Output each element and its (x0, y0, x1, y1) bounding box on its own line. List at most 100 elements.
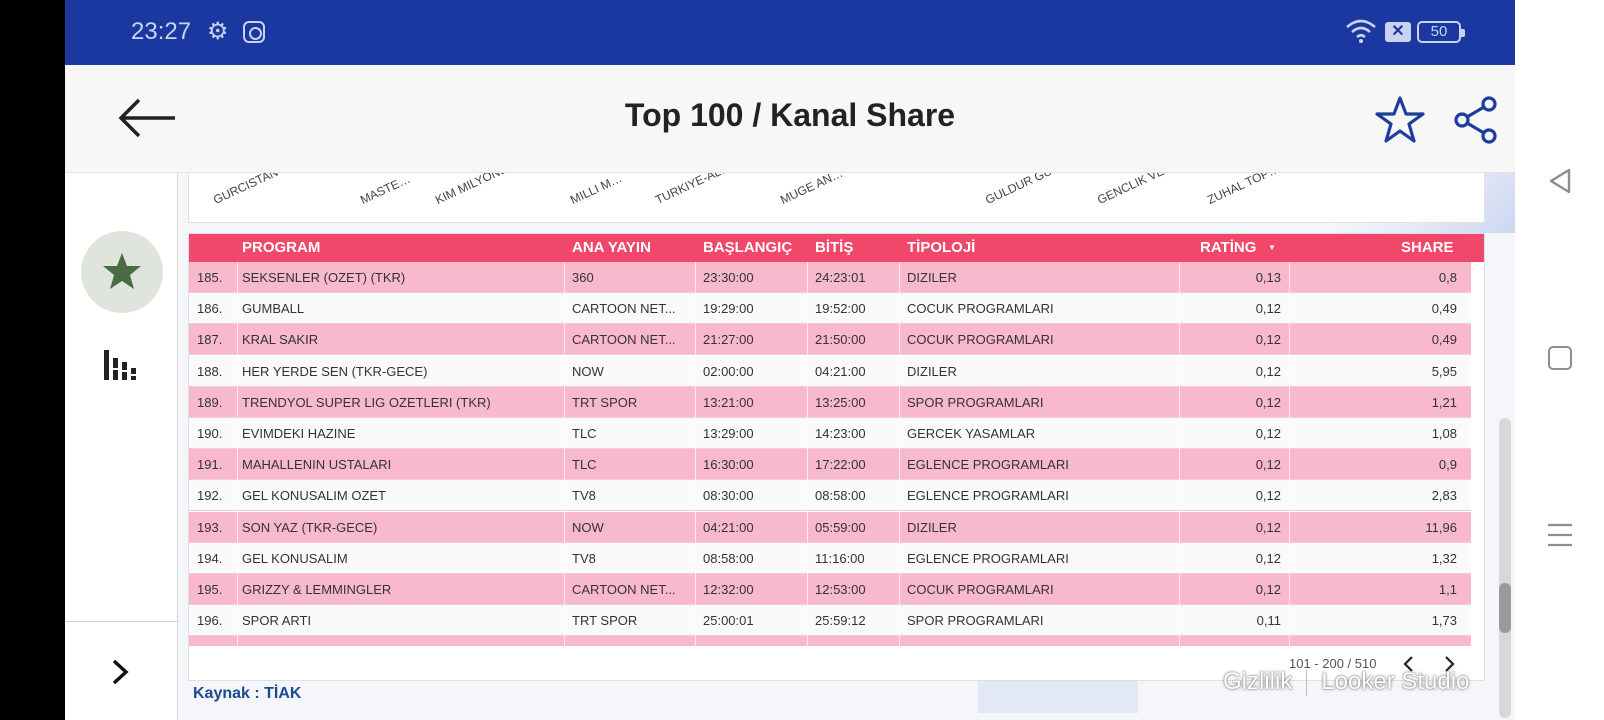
cell-divider (237, 386, 238, 418)
cell-rating: 0,12 (1255, 426, 1281, 441)
column-header-tipoloji[interactable]: TİPOLOJİ (907, 239, 976, 256)
cell-bas: 16:30:00 (703, 457, 754, 473)
column-header-baslangic[interactable]: BAŞLANGIÇ (703, 239, 793, 256)
column-header-share[interactable]: SHARE (1401, 239, 1454, 256)
cell-rating: 0,12 (1255, 582, 1281, 597)
sim-x-icon: ✕ (1385, 22, 1411, 42)
cell-divider (564, 324, 565, 356)
cell-divider (1179, 293, 1180, 325)
cell-divider (237, 324, 238, 356)
cell-rating: 0,12 (1255, 332, 1281, 348)
chart-x-label: KIM MILYONE… (433, 173, 521, 207)
column-header-program[interactable]: PROGRAM (242, 239, 321, 256)
cell-share: 0,49 (1431, 332, 1457, 348)
side-navigation (65, 173, 178, 720)
cell-rating: 0,11 (1256, 613, 1281, 629)
cell-bit: 19:52:00 (815, 301, 866, 317)
cell-rating: 0,12 (1255, 363, 1281, 379)
favorite-star-icon[interactable] (1375, 95, 1425, 145)
cell-divider (237, 605, 238, 637)
cell-divider (695, 386, 696, 418)
status-time: 23:27 (131, 18, 192, 45)
favorites-nav-button[interactable] (81, 231, 163, 313)
cell-program: GRIZZY & LEMMINGLER (242, 582, 392, 597)
privacy-link[interactable]: Gizlilik (1223, 668, 1293, 695)
scrollbar-track[interactable] (1499, 418, 1511, 718)
looker-studio-link[interactable]: Looker Studio (1321, 668, 1470, 695)
table-row[interactable]: 193. SON YAZ (TKR-GECE) NOW 04:21:00 05:59:0… (189, 511, 1471, 543)
settings-gear-icon: ⚙ (207, 18, 229, 45)
cell-program: GUMBALL (242, 301, 305, 317)
cell-num: 191. (197, 457, 223, 473)
cell-bas: 25:00:01 (703, 613, 754, 629)
cell-rating: 0,12 (1255, 519, 1281, 535)
cell-divider (1179, 449, 1180, 481)
table-row[interactable]: 190. EVIMDEKI HAZINE TLC 13:29:00 14:23:00 GE… (189, 418, 1471, 449)
cell-divider (899, 511, 900, 543)
cell-divider (695, 418, 696, 449)
cell-program: MAHALLENIN USTALARI (242, 457, 392, 473)
cell-divider (807, 605, 808, 637)
column-header-bitis[interactable]: BİTİŞ (815, 239, 854, 256)
chevron-right-icon[interactable] (1439, 652, 1459, 676)
table-row[interactable]: 192. GEL KONUSALIM OZET TV8 08:30:00 08:58:0… (189, 480, 1471, 512)
table-row[interactable]: 189. TRENDYOL SUPER LIG OZETLERI (TKR) TRT… (189, 386, 1471, 418)
column-header-ana-yayin[interactable]: ANA YAYIN (572, 239, 651, 256)
cell-num: 193. (197, 519, 223, 535)
table-row[interactable]: 188. HER YERDE SEN (TKR-GECE) NOW 02:00:00 0… (189, 355, 1471, 387)
cell-bas: 12:32:00 (703, 582, 754, 597)
cell-divider (1289, 262, 1290, 293)
cell-divider (899, 293, 900, 325)
report-panel: GURCISTAN-… MASTE… KIM MILYONE… MILLI M…… (178, 173, 1515, 720)
cell-divider (899, 605, 900, 637)
cell-divider (899, 449, 900, 481)
cell-divider (807, 511, 808, 543)
table-header: PROGRAM ANA YAYIN BAŞLANGIÇ BİTİŞ TİPOLO… (189, 234, 1484, 262)
cell-divider (1179, 386, 1180, 418)
sort-descending-icon[interactable]: ▼ (1268, 243, 1276, 252)
pagination: 101 - 200 / 510 (189, 646, 1484, 680)
nav-home-square-icon[interactable] (1548, 346, 1572, 370)
table-row[interactable]: 191. MAHALLENIN USTALARI TLC 16:30:00 17:22:… (189, 449, 1471, 481)
cell-divider (564, 511, 565, 543)
table-row[interactable]: 187. KRAL SAKIR CARTOON NET... 21:27:00 21:5… (189, 324, 1471, 356)
cell-ana: TV8 (572, 550, 596, 566)
chart-x-label: MILLI M… (568, 173, 625, 207)
cell-divider (564, 542, 565, 574)
cell-share: 11,96 (1425, 519, 1457, 535)
chevron-left-icon[interactable] (1399, 652, 1419, 676)
chart-axis-strip: GURCISTAN-… MASTE… KIM MILYONE… MILLI M…… (188, 173, 1485, 223)
bar-chart-icon[interactable] (103, 348, 139, 384)
chart-x-label: TURKIYE-AL… (653, 173, 734, 207)
nav-menu-lines-icon[interactable] (1547, 522, 1573, 548)
cell-bas: 23:30:00 (703, 270, 754, 285)
table-row[interactable]: 186. GUMBALL CARTOON NET... 19:29:00 19:52:0… (189, 293, 1471, 325)
cell-ana: TRT SPOR (572, 613, 638, 629)
cell-share: 0,49 (1431, 301, 1457, 317)
cell-tip: COCUK PROGRAMLARI (907, 332, 1054, 348)
cell-ana: TRT SPOR (572, 394, 638, 410)
status-bar: 23:27 ⚙ ✕ 50 (65, 0, 1515, 65)
cell-divider (1289, 386, 1290, 418)
cell-divider (564, 574, 565, 605)
table-row[interactable]: 194. GEL KONUSALIM TV8 08:58:00 11:16:00 EGLE… (189, 542, 1471, 574)
cell-bit: 11:16:00 (815, 550, 865, 566)
cell-divider (564, 386, 565, 418)
cell-divider (1289, 355, 1290, 387)
table-row[interactable]: 196. SPOR ARTI TRT SPOR 25:00:01 25:59:12 SPO… (189, 605, 1471, 637)
nav-back-triangle-icon[interactable] (1547, 168, 1573, 194)
cell-bit: 21:50:00 (815, 332, 866, 348)
chevron-right-icon[interactable] (105, 657, 135, 687)
column-header-rating[interactable]: RATİNG (1200, 239, 1257, 256)
scrollbar-thumb[interactable] (1499, 583, 1511, 633)
cell-program: TRENDYOL SUPER LIG OZETLERI (TKR) (242, 394, 491, 410)
table-row[interactable]: 195. GRIZZY & LEMMINGLER CARTOON NET... 12:… (189, 574, 1471, 605)
back-arrow-icon[interactable] (117, 93, 177, 143)
share-icon[interactable] (1453, 95, 1499, 145)
cell-share: 1,73 (1431, 613, 1457, 629)
cell-ana: TLC (572, 457, 597, 473)
cell-bas: 08:30:00 (703, 488, 754, 504)
cell-divider (695, 355, 696, 387)
table-row[interactable]: 185. SEKSENLER (OZET) (TKR) 360 23:30:00 24:… (189, 262, 1471, 293)
cell-num: 190. (197, 426, 223, 441)
